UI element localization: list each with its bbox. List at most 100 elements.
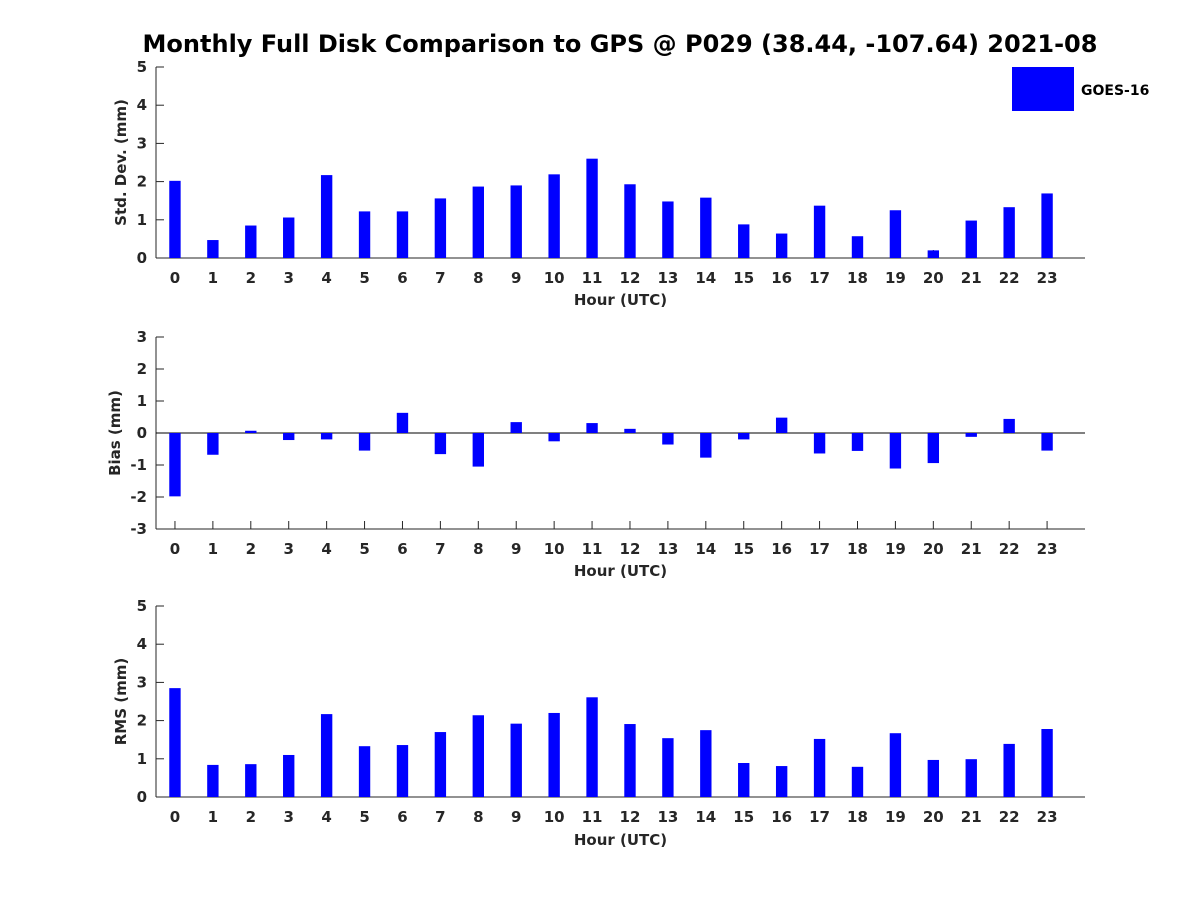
rms-y-tick-label: 1 [137,750,147,768]
rms-bar-7 [434,732,447,797]
std-dev-bar-7 [434,198,447,258]
bias-y-tick-label: 3 [137,328,147,346]
rms-bar-12 [624,724,636,797]
rms-x-tick-label: 13 [657,808,678,826]
bias-bar-11 [586,423,598,433]
rms-x-tick-label: 15 [733,808,754,826]
rms-bar-11 [586,697,598,797]
std-dev-bar-8 [472,186,484,258]
std-dev-bar-16 [775,233,788,258]
bias-bar-1 [207,433,219,455]
bias-bar-13 [662,433,674,445]
bias-x-tick-label: 4 [321,540,331,558]
bias-bar-20 [927,433,940,464]
std-dev-y-tick-label: 2 [137,173,147,191]
rms-bar-2 [245,764,257,797]
std-dev-bar-17 [813,205,826,258]
rms-bar-3 [283,754,295,797]
std-dev-bar-0 [169,180,181,258]
bias-bar-22 [1003,418,1015,433]
bias-x-tick-label: 5 [359,540,369,558]
std-dev-bar-3 [283,217,295,258]
bias-x-tick-label: 8 [473,540,483,558]
rms-y-axis-label: RMS (mm) [112,658,130,745]
bias-bar-17 [813,433,826,454]
std-dev-x-tick-label: 0 [170,269,180,287]
bias-y-tick-label: 0 [137,424,147,442]
figure-title: Monthly Full Disk Comparison to GPS @ P0… [142,30,1098,58]
bias-bar-21 [965,433,977,437]
std-dev-x-tick-label: 18 [847,269,868,287]
rms-bar-17 [813,738,826,797]
rms-y-tick-label: 5 [137,597,147,615]
bias-x-tick-label: 22 [999,540,1020,558]
rms-bar-14 [700,730,712,797]
std-dev-bar-21 [965,220,977,258]
bias-x-tick-label: 19 [885,540,906,558]
rms-x-tick-label: 22 [999,808,1020,826]
std-dev-bar-2 [245,225,257,258]
rms-x-tick-label: 20 [923,808,944,826]
bias-bar-19 [889,433,902,469]
bias-bar-2 [245,430,257,433]
rms-x-tick-label: 12 [620,808,641,826]
bias-y-tick-label: -3 [130,520,147,538]
rms-bar-16 [775,766,788,797]
rms-x-tick-label: 9 [511,808,521,826]
bias-x-tick-label: 14 [695,540,716,558]
rms-x-tick-label: 0 [170,808,180,826]
std-dev-bar-20 [927,250,940,258]
bias-x-tick-label: 9 [511,540,521,558]
rms-bar-21 [965,759,977,797]
std-dev-x-tick-label: 1 [208,269,218,287]
std-dev-bar-18 [851,236,864,258]
rms-x-tick-label: 5 [359,808,369,826]
bias-bar-8 [472,433,484,467]
std-dev-bar-4 [320,175,333,258]
rms-bar-18 [851,766,864,797]
bias-bar-3 [283,433,295,441]
std-dev-y-tick-label: 1 [137,211,147,229]
rms-y-tick-label: 4 [137,635,147,653]
std-dev-x-tick-label: 15 [733,269,754,287]
bias-x-tick-label: 2 [246,540,256,558]
std-dev-bar-9 [510,185,522,258]
std-dev-x-tick-label: 8 [473,269,483,287]
std-dev-x-tick-label: 14 [695,269,716,287]
std-dev-x-tick-label: 16 [771,269,792,287]
rms-x-axis-label: Hour (UTC) [574,831,667,849]
bias-x-tick-label: 11 [582,540,603,558]
bias-bar-14 [700,433,712,458]
std-dev-bar-10 [548,174,560,258]
legend-label: GOES-16 [1081,83,1149,99]
rms-x-tick-label: 1 [208,808,218,826]
std-dev-bar-11 [586,158,598,258]
rms-x-tick-label: 7 [435,808,445,826]
std-dev-x-tick-label: 10 [544,269,565,287]
bias-bar-10 [548,433,560,442]
bias-x-tick-label: 15 [733,540,754,558]
bias-bar-5 [358,433,371,451]
std-dev-bar-12 [624,184,636,258]
bias-bar-12 [624,428,636,433]
bias-x-tick-label: 16 [771,540,792,558]
std-dev-bar-14 [700,197,712,258]
rms-x-tick-label: 8 [473,808,483,826]
bias-y-tick-label: -2 [130,488,147,506]
rms-bar-15 [738,763,750,797]
std-dev-x-tick-label: 7 [435,269,445,287]
std-dev-bar-6 [396,211,409,258]
bias-y-tick-label: 1 [137,392,147,410]
rms-x-tick-label: 16 [771,808,792,826]
bias-bar-6 [396,412,409,433]
std-dev-x-tick-label: 23 [1037,269,1058,287]
std-dev-bar-19 [889,210,902,258]
std-dev-bar-15 [738,224,750,258]
std-dev-y-tick-label: 3 [137,134,147,152]
rms-bar-19 [889,733,902,797]
bias-x-tick-label: 0 [170,540,180,558]
